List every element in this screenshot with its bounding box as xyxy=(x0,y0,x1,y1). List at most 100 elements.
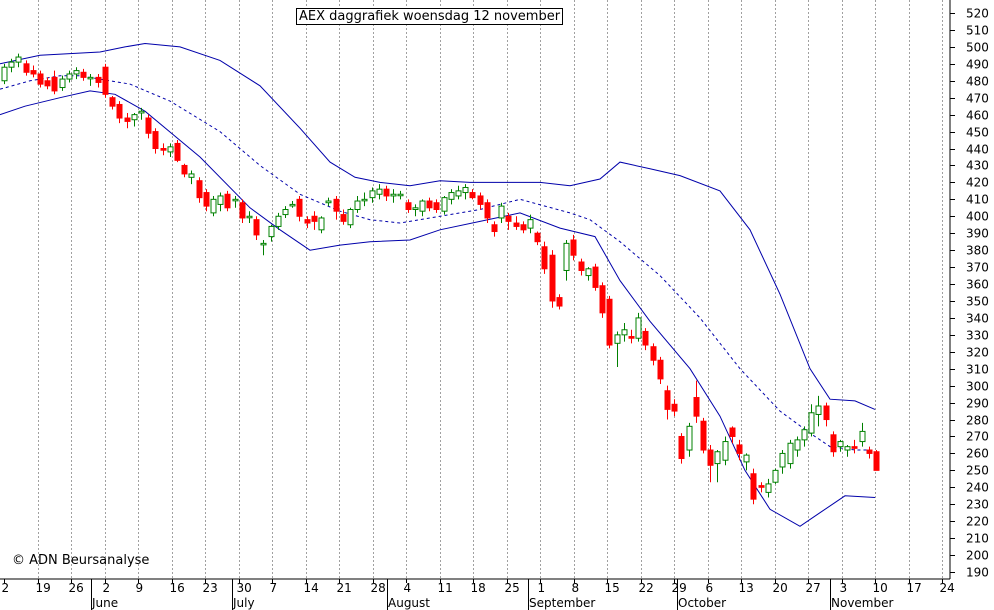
candle xyxy=(441,195,448,215)
x-tick-label: 29 xyxy=(672,581,687,595)
candle-body xyxy=(51,76,58,92)
month-label: June xyxy=(91,596,118,610)
candle xyxy=(787,439,794,469)
candle xyxy=(260,239,267,256)
candle xyxy=(628,329,635,344)
x-tick-label: 11 xyxy=(438,581,453,595)
candle xyxy=(455,185,462,200)
candle xyxy=(772,468,779,484)
candle xyxy=(823,402,830,427)
x-tick-label: 8 xyxy=(572,581,580,595)
candle-body xyxy=(505,215,512,222)
candle-body xyxy=(657,359,664,380)
y-tick-label: 460 xyxy=(966,109,989,123)
x-tick-label: 17 xyxy=(907,581,922,595)
candle xyxy=(765,478,772,498)
candle xyxy=(513,216,520,230)
candle xyxy=(642,328,649,351)
candle-body xyxy=(513,222,520,227)
candle xyxy=(181,163,188,178)
candle xyxy=(844,444,851,457)
candle-body xyxy=(340,214,347,222)
candle xyxy=(469,189,476,200)
y-tick-label: 430 xyxy=(966,159,989,173)
candle-body xyxy=(260,242,267,246)
candle xyxy=(203,189,210,212)
x-tick-label: 26 xyxy=(69,581,84,595)
candle xyxy=(59,75,66,91)
candle-body xyxy=(397,193,404,197)
candle xyxy=(340,209,347,225)
candle-body xyxy=(131,114,138,121)
month-label: September xyxy=(529,596,595,610)
candle-body xyxy=(73,70,80,75)
candle xyxy=(520,221,527,234)
candle xyxy=(563,239,570,281)
candle-body xyxy=(23,63,30,73)
candle-body xyxy=(347,208,354,226)
candle-body xyxy=(44,80,51,87)
candle xyxy=(758,482,765,493)
candle xyxy=(44,77,51,90)
candle-body xyxy=(253,219,260,236)
candle xyxy=(73,67,80,80)
candle-body xyxy=(549,254,556,302)
candle-body xyxy=(289,203,296,207)
candle-body xyxy=(361,198,368,202)
candle-body xyxy=(815,405,822,415)
candle-body xyxy=(614,334,621,344)
candle-body xyxy=(239,202,246,219)
candle xyxy=(109,96,116,110)
candle-body xyxy=(412,207,419,210)
candle xyxy=(232,195,239,208)
candle-body xyxy=(383,188,390,197)
candle-body xyxy=(311,215,318,222)
candle-body xyxy=(296,198,303,217)
candle xyxy=(462,184,469,200)
candle xyxy=(527,214,534,234)
x-tick-label: 21 xyxy=(337,581,352,595)
candle-body xyxy=(570,239,577,256)
candle-body xyxy=(498,205,505,219)
candle xyxy=(8,58,15,73)
x-tick-label: 16 xyxy=(170,581,185,595)
x-tick-label: 20 xyxy=(773,581,788,595)
candle-body xyxy=(520,224,527,231)
candle-body xyxy=(628,336,635,339)
candle-body xyxy=(714,451,721,465)
candle xyxy=(592,263,599,291)
chart-credit: © ADN Beursanalyse xyxy=(12,553,150,568)
candle xyxy=(66,70,73,83)
candle-body xyxy=(8,61,15,68)
chart-title: AEX daggrafiek woensdag 12 november xyxy=(296,8,564,25)
candle xyxy=(304,216,311,229)
candle xyxy=(80,68,87,81)
candle xyxy=(311,211,318,230)
candle xyxy=(484,199,491,224)
candle-body xyxy=(750,473,757,500)
x-tick-label: 14 xyxy=(304,581,319,595)
candle xyxy=(333,195,340,220)
candle xyxy=(87,73,94,86)
x-tick-label: 1 xyxy=(538,581,546,595)
candle-body xyxy=(333,198,340,212)
month-label: July xyxy=(232,596,255,610)
candle xyxy=(729,426,736,444)
candle xyxy=(498,202,505,224)
candle xyxy=(37,70,44,88)
candle-body xyxy=(224,193,231,209)
candle-body xyxy=(743,454,750,463)
candle-body xyxy=(232,198,239,202)
candle xyxy=(95,73,102,88)
candle-body xyxy=(650,346,657,361)
x-tick-label: 10 xyxy=(873,581,888,595)
candle xyxy=(491,221,498,237)
candle xyxy=(167,143,174,157)
candle-body xyxy=(462,186,469,194)
candle xyxy=(196,177,203,203)
candle-body xyxy=(578,261,585,271)
candle-body xyxy=(477,195,484,205)
y-tick-label: 390 xyxy=(966,227,989,241)
candle-body xyxy=(556,297,563,307)
